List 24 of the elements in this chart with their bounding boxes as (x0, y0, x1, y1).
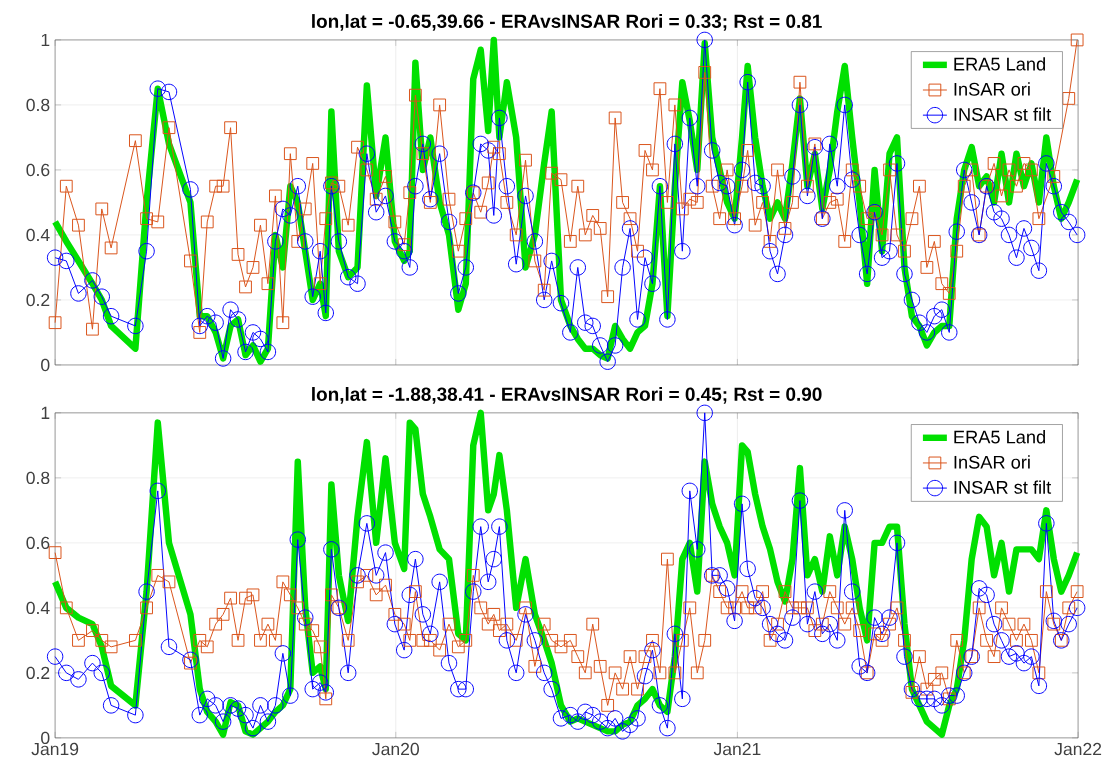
legend-label: INSAR st filt (954, 480, 1052, 494)
y-tick-label: 0.4 (26, 601, 50, 615)
chart-title: lon,lat = -0.65,39.66 - ERAvsINSAR Rori = 0.33; Rst = 0.81 (312, 14, 822, 31)
legend-label: InSAR ori (954, 82, 1030, 96)
legend-label: INSAR st filt (954, 107, 1052, 121)
legend-label: ERA5 Land (954, 430, 1046, 444)
y-tick-label: 0.6 (26, 536, 50, 550)
y-tick-label: 1 (41, 33, 50, 46)
y-tick-label: 0.2 (26, 666, 50, 680)
legend-label: ERA5 Land (954, 57, 1046, 71)
y-tick-label: 0.4 (26, 228, 50, 242)
y-tick-label: 0 (41, 731, 50, 745)
y-tick-label: 0.8 (26, 471, 50, 485)
y-tick-label: 0.8 (26, 98, 50, 112)
x-tick-label: Jan22 (1054, 742, 1102, 756)
y-tick-label: 0.2 (26, 293, 50, 307)
x-tick-label: Jan21 (713, 742, 761, 756)
y-tick-label: 0.6 (26, 163, 50, 177)
y-tick-label: 1 (41, 406, 50, 419)
y-tick-label: 0 (41, 358, 50, 372)
x-tick-label: Jan19 (31, 742, 79, 756)
chart-title: lon,lat = -1.88,38.41 - ERAvsINSAR Rori = 0.45; Rst = 0.90 (312, 387, 822, 404)
x-tick-label: Jan20 (372, 742, 419, 756)
legend-label: InSAR ori (954, 455, 1030, 469)
